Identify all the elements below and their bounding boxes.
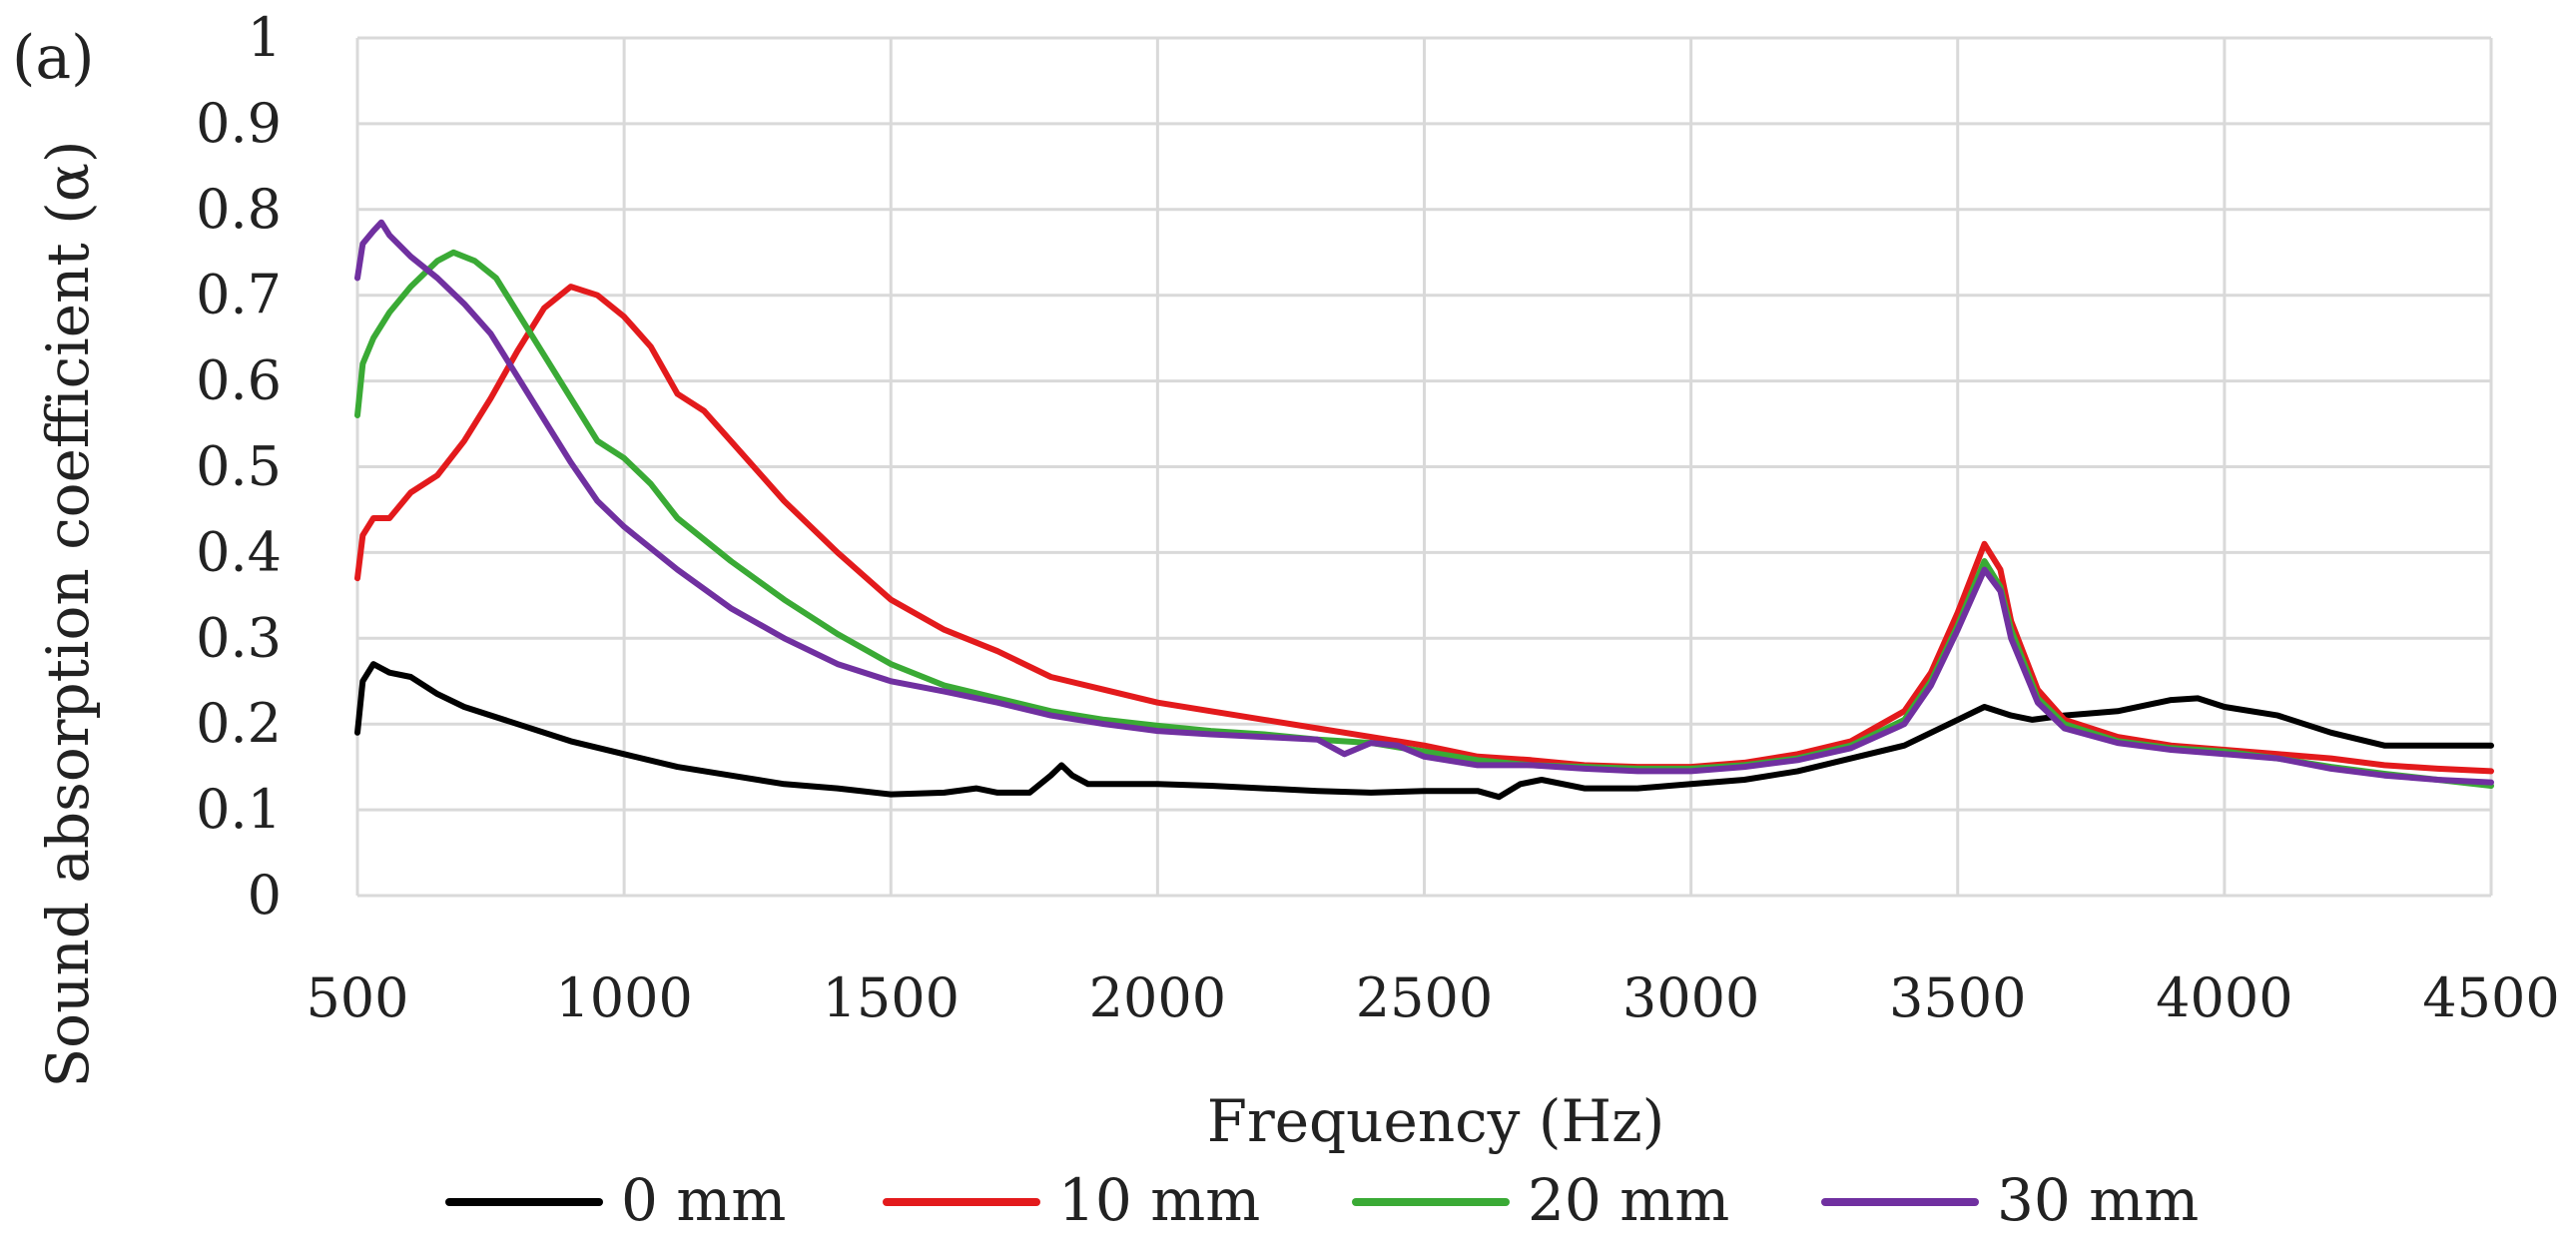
y-tick-label: 1 [248,6,282,69]
legend-label: 30 mm [1997,1166,2199,1234]
x-tick-label: 2500 [1356,966,1493,1029]
x-tick-label: 2000 [1089,966,1226,1029]
y-tick-label: 0.9 [196,92,282,155]
y-tick-label: 0.5 [196,435,282,498]
x-tick-label: 3500 [1889,966,2026,1029]
y-tick-label: 0.7 [196,264,282,326]
y-tick-label: 0.2 [196,692,282,755]
series-line-10-mm [354,284,2494,775]
y-tick-label: 0.4 [196,520,282,583]
x-tick-label: 500 [306,966,408,1029]
x-tick-label: 1500 [823,966,960,1029]
gridlines [355,36,2493,898]
y-tick-label: 0.8 [196,178,282,241]
legend-label: 10 mm [1058,1166,1260,1234]
series-line-30-mm [354,219,2494,786]
x-tick-label: 4000 [2156,966,2292,1029]
panel-label: (a) [12,23,95,93]
x-axis-title: Frequency (Hz) [1207,1087,1665,1155]
y-tick-label: 0.1 [196,778,282,841]
x-tick-label: 1000 [555,966,692,1029]
legend: 0 mm 10 mm 20 mm 30 mm [445,1166,2199,1234]
x-tick-label: 3000 [1622,966,1759,1029]
y-tick-label: 0.6 [196,349,282,412]
legend-label: 0 mm [621,1166,786,1234]
x-tick-labels: 500 1000 1500 2000 2500 3000 3500 4000 4500 [306,966,2559,1029]
y-tick-label: 0 [248,864,282,927]
series-lines [354,219,2494,801]
y-tick-label: 0.3 [196,606,282,669]
y-tick-labels: 0 0.1 0.2 0.3 0.4 0.5 0.6 0.7 0.8 0.9 1 [196,6,282,927]
x-tick-label: 4500 [2422,966,2559,1029]
legend-label: 20 mm [1528,1166,1729,1234]
y-axis-title: Sound absorption coefficient (α) [34,140,102,1087]
